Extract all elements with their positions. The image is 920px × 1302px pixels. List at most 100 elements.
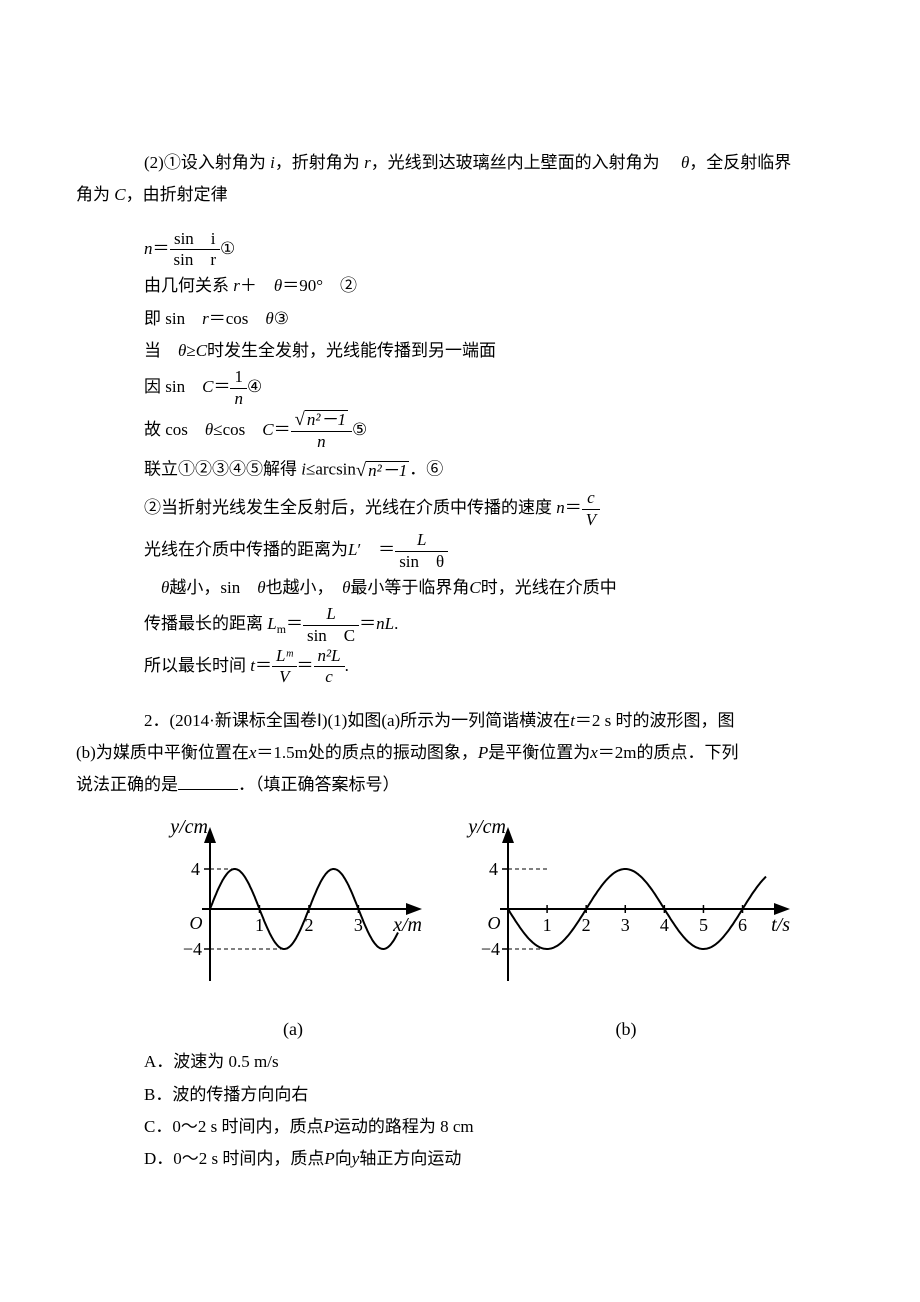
svg-text:5: 5 <box>699 915 708 935</box>
eq: ＝ <box>153 238 170 257</box>
fraction: n²－1n <box>291 409 352 453</box>
text: ③ <box>274 309 289 328</box>
denominator: V <box>272 667 297 687</box>
svg-text:3: 3 <box>621 915 630 935</box>
svg-text:6: 6 <box>738 915 747 935</box>
line-sincos: 即 sin r＝cos θ③ <box>110 303 810 335</box>
fraction: n²Lc <box>314 646 345 688</box>
tag: ① <box>220 238 235 257</box>
text: 运动的路程为 8 cm <box>334 1117 474 1136</box>
svg-text:4: 4 <box>191 859 200 879</box>
svg-text:1: 1 <box>543 915 552 935</box>
var: r <box>202 309 209 328</box>
denominator: n <box>230 389 247 409</box>
sqrt: n²－1 <box>295 409 348 431</box>
denominator: sin r <box>170 250 221 270</box>
var: C <box>196 341 207 360</box>
text: 故 cos <box>144 420 205 439</box>
var: C <box>469 578 480 597</box>
var-r: r <box>364 153 371 172</box>
text: ≥ <box>186 341 195 360</box>
var: C <box>202 377 213 396</box>
eq: ＝ <box>286 614 303 633</box>
equation-1: n＝sin isin r① <box>110 229 810 271</box>
text: . <box>345 656 349 675</box>
text: 所以最长时间 <box>144 656 250 675</box>
text: ＝2 s 时的波形图，图 <box>575 711 735 730</box>
svg-text:2: 2 <box>582 915 591 935</box>
denominator: c <box>314 667 345 687</box>
text: 越小，sin <box>169 578 257 597</box>
eq: ＝ <box>255 656 272 675</box>
fraction: LᵐV <box>272 646 297 688</box>
option-C: C．0～2 s 时间内，质点P运动的路程为 8 cm <box>110 1111 810 1143</box>
svg-text:x/m: x/m <box>392 914 422 936</box>
text: ＝cos <box>209 309 266 328</box>
text: 是平衡位置为 <box>488 743 590 762</box>
text: B．波的传播方向向右 <box>144 1085 308 1104</box>
text: ＝90° ② <box>282 276 357 295</box>
numerator: n²－1 <box>291 409 352 432</box>
text: (b)为媒质中平衡位置在 <box>76 743 249 762</box>
equation-max-distance: 传播最长的距离 Lm＝Lsin C＝nL. <box>110 604 810 646</box>
text: ，光线到达玻璃丝内上壁面的入射角为 <box>371 153 677 172</box>
text: ≤arcsin <box>306 460 356 479</box>
fraction: cV <box>582 488 600 530</box>
tag: ④ <box>247 377 262 396</box>
var: θ <box>144 578 169 597</box>
numerator: n²L <box>314 646 345 667</box>
sub: m <box>277 622 286 636</box>
figure-a: 4−4123Oy/cmx/m (a) <box>158 819 428 1046</box>
var: θ <box>257 578 265 597</box>
answer-blank <box>178 771 238 791</box>
text: 也越小， <box>266 578 343 597</box>
figures: 4−4123Oy/cmx/m (a) 4−4123456Oy/cmt/s (b) <box>144 819 810 1046</box>
text: ＝2m的质点．下列 <box>598 743 739 762</box>
text: ≤cos <box>213 420 262 439</box>
text: 即 sin <box>144 309 202 328</box>
text: D．0～2 s 时间内，质点 <box>144 1149 324 1168</box>
text: 因 sin <box>144 377 202 396</box>
text: 由几何关系 <box>144 276 229 295</box>
equation-max-time: 所以最长时间 t＝LᵐV＝n²Lc. <box>110 646 810 688</box>
var: P <box>323 1117 333 1136</box>
lhs: n <box>144 238 153 257</box>
text: 联立①②③④⑤解得 <box>144 460 301 479</box>
text: 时，光线在介质中 <box>481 578 617 597</box>
var: P <box>324 1149 334 1168</box>
var: x <box>590 743 598 762</box>
eq: ＝ <box>565 498 582 517</box>
svg-text:4: 4 <box>489 859 498 879</box>
text: ，全反射临界 <box>689 153 791 172</box>
text: 角为 <box>76 185 110 204</box>
denominator: n <box>291 432 352 452</box>
text: ，折射角为 <box>275 153 360 172</box>
wave-graph-b: 4−4123456Oy/cmt/s <box>456 819 796 999</box>
numerator: L <box>395 530 448 551</box>
caption-a: (a) <box>158 1012 428 1046</box>
text: ②当折射光线发生全反射后，光线在介质中传播的速度 <box>144 498 556 517</box>
equation-distance: 光线在介质中传播的距离为L′ ＝Lsin θ <box>110 530 810 572</box>
svg-text:−4: −4 <box>481 939 500 959</box>
var: r <box>233 276 240 295</box>
line-theta-min: θ越小，sin θ也越小， θ最小等于临界角C时，光线在介质中 <box>110 572 810 604</box>
radicand: n²－1 <box>366 461 409 481</box>
text: ＝1.5m处的质点的振动图象， <box>256 743 477 762</box>
equation-speed: ②当折射光线发生全反射后，光线在介质中传播的速度 n＝cV <box>110 488 810 530</box>
text: 2．(2014·新课标全国卷Ⅰ)(1)如图(a)所示为一列简谐横波在 <box>144 711 570 730</box>
text: 时发生全发射，光线能传播到另一端面 <box>207 341 496 360</box>
var-C: C <box>114 185 125 204</box>
svg-text:4: 4 <box>660 915 669 935</box>
var: C <box>262 420 273 439</box>
eq: ＝ <box>213 377 230 396</box>
text: 轴正方向运动 <box>359 1149 461 1168</box>
sqrt: n²－1 <box>356 453 409 489</box>
text: 说法正确的是 <box>76 775 178 794</box>
fraction: Lsin θ <box>395 530 448 572</box>
text: C．0～2 s 时间内，质点 <box>144 1117 323 1136</box>
line-tir: 当 θ≥C时发生全发射，光线能传播到另一端面 <box>110 335 810 367</box>
wave-graph-a: 4−4123Oy/cmx/m <box>158 819 428 999</box>
line-result: 联立①②③④⑤解得 i≤arcsinn²－1．⑥ <box>110 453 810 489</box>
svg-text:−4: −4 <box>183 939 202 959</box>
text: . <box>394 614 398 633</box>
